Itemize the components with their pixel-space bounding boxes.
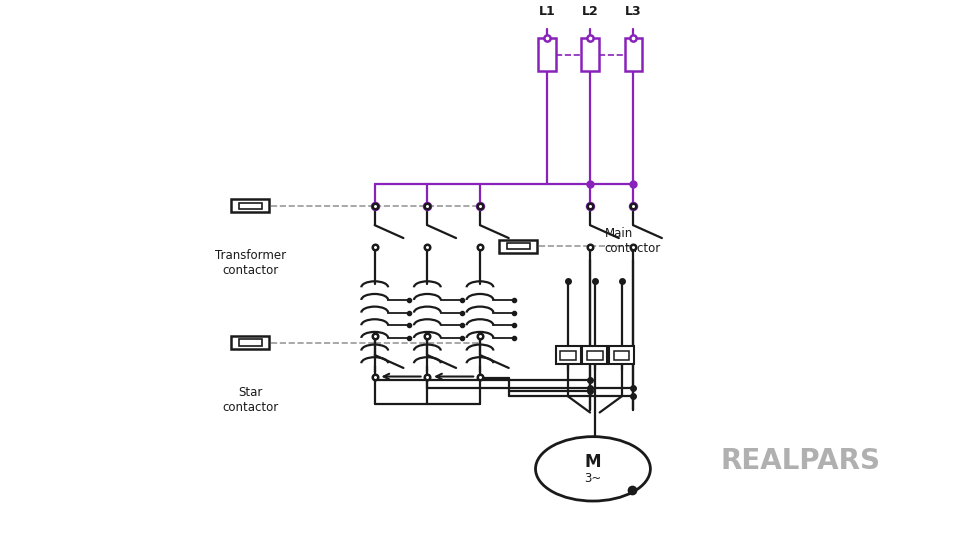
FancyBboxPatch shape: [507, 243, 530, 249]
Text: L2: L2: [582, 5, 598, 18]
FancyBboxPatch shape: [582, 38, 599, 71]
Text: L3: L3: [625, 5, 641, 18]
Text: L1: L1: [539, 5, 556, 18]
FancyBboxPatch shape: [583, 346, 608, 364]
FancyBboxPatch shape: [588, 352, 603, 360]
Text: 3~: 3~: [585, 472, 602, 485]
FancyBboxPatch shape: [539, 38, 556, 71]
Text: Star
contactor: Star contactor: [222, 386, 278, 414]
FancyBboxPatch shape: [614, 352, 630, 360]
FancyBboxPatch shape: [239, 340, 262, 346]
Text: M: M: [585, 454, 601, 471]
Text: Main
contactor: Main contactor: [605, 227, 660, 255]
FancyBboxPatch shape: [231, 199, 270, 212]
FancyBboxPatch shape: [561, 352, 576, 360]
FancyBboxPatch shape: [499, 240, 538, 253]
Text: Transformer
contactor: Transformer contactor: [215, 249, 286, 277]
FancyBboxPatch shape: [239, 202, 262, 209]
FancyBboxPatch shape: [625, 38, 642, 71]
FancyBboxPatch shape: [556, 346, 581, 364]
FancyBboxPatch shape: [231, 336, 270, 349]
Text: REALPARS: REALPARS: [721, 447, 880, 475]
FancyBboxPatch shape: [610, 346, 635, 364]
